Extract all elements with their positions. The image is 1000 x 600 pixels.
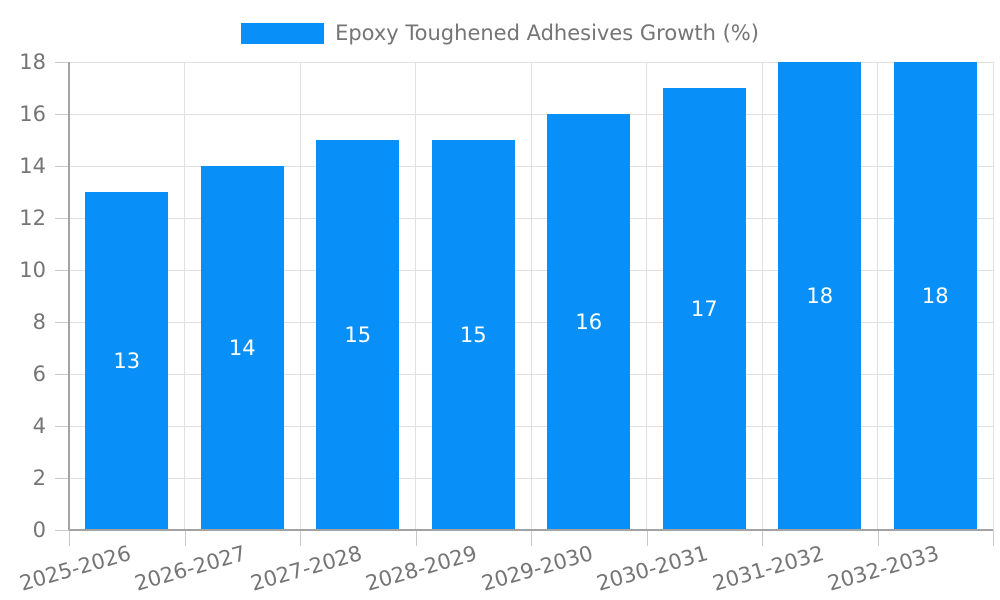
y-axis-tick [55,322,69,323]
bar [316,140,400,530]
x-axis-tick [762,530,763,546]
y-axis-tick [55,478,69,479]
x-axis-tick [300,530,301,546]
x-axis-tick [69,530,70,546]
bar-value-label: 15 [459,323,487,347]
y-axis-tick-label: 10 [19,258,46,282]
y-axis-tick-label: 2 [32,466,46,490]
bar-value-label: 14 [228,336,256,360]
bar [85,192,169,530]
legend-swatch [241,22,325,44]
bar [893,62,977,530]
x-gridline [761,62,763,530]
y-axis-tick-label: 16 [19,102,46,126]
y-axis-tick-label: 18 [19,50,46,74]
y-axis-tick [55,374,69,375]
x-axis-tick [415,530,417,546]
x-gridline [184,62,185,530]
y-axis-tick-label: 8 [32,310,46,334]
x-axis-line [69,529,993,531]
bar [778,62,862,530]
bar-value-label: 13 [113,349,141,373]
plot-area: 13 14 15 15 16 17 18 18 [69,61,994,530]
x-axis-tick [531,530,532,546]
x-gridline [530,62,532,530]
y-axis-tick [55,114,69,115]
bar [200,166,284,530]
x-axis-tick [993,530,994,546]
y-axis-tick-label: 14 [19,154,46,178]
bar-value-label: 15 [344,323,372,347]
x-gridline [877,62,878,530]
y-axis-tick [55,62,69,63]
x-gridline [415,62,416,530]
y-axis-line [68,62,70,530]
bar-value-label: 17 [690,297,718,321]
bar [547,114,631,530]
bar [431,140,515,530]
y-axis-tick [55,426,69,427]
y-axis-tick-label: 6 [32,362,46,386]
y-axis-tick [55,166,69,167]
legend-label: Epoxy Toughened Adhesives Growth (%) [335,21,759,45]
y-axis-tick-label: 0 [32,518,46,542]
x-gridline [299,62,301,530]
x-axis-tick [184,530,186,546]
bar-value-label: 16 [575,310,603,334]
x-gridline [646,62,647,530]
x-axis-tick [646,530,648,546]
bar-value-label: 18 [921,284,949,308]
x-axis-tick [877,530,879,546]
bar [662,88,746,530]
x-gridline [992,62,994,530]
y-axis-tick [55,218,69,219]
legend-item[interactable]: Epoxy Toughened Adhesives Growth (%) [0,21,1000,45]
y-axis-tick-label: 4 [32,414,46,438]
y-axis-tick-label: 12 [19,206,46,230]
bar-value-label: 18 [806,284,834,308]
y-axis-tick [55,530,69,531]
y-axis-tick [55,270,69,271]
